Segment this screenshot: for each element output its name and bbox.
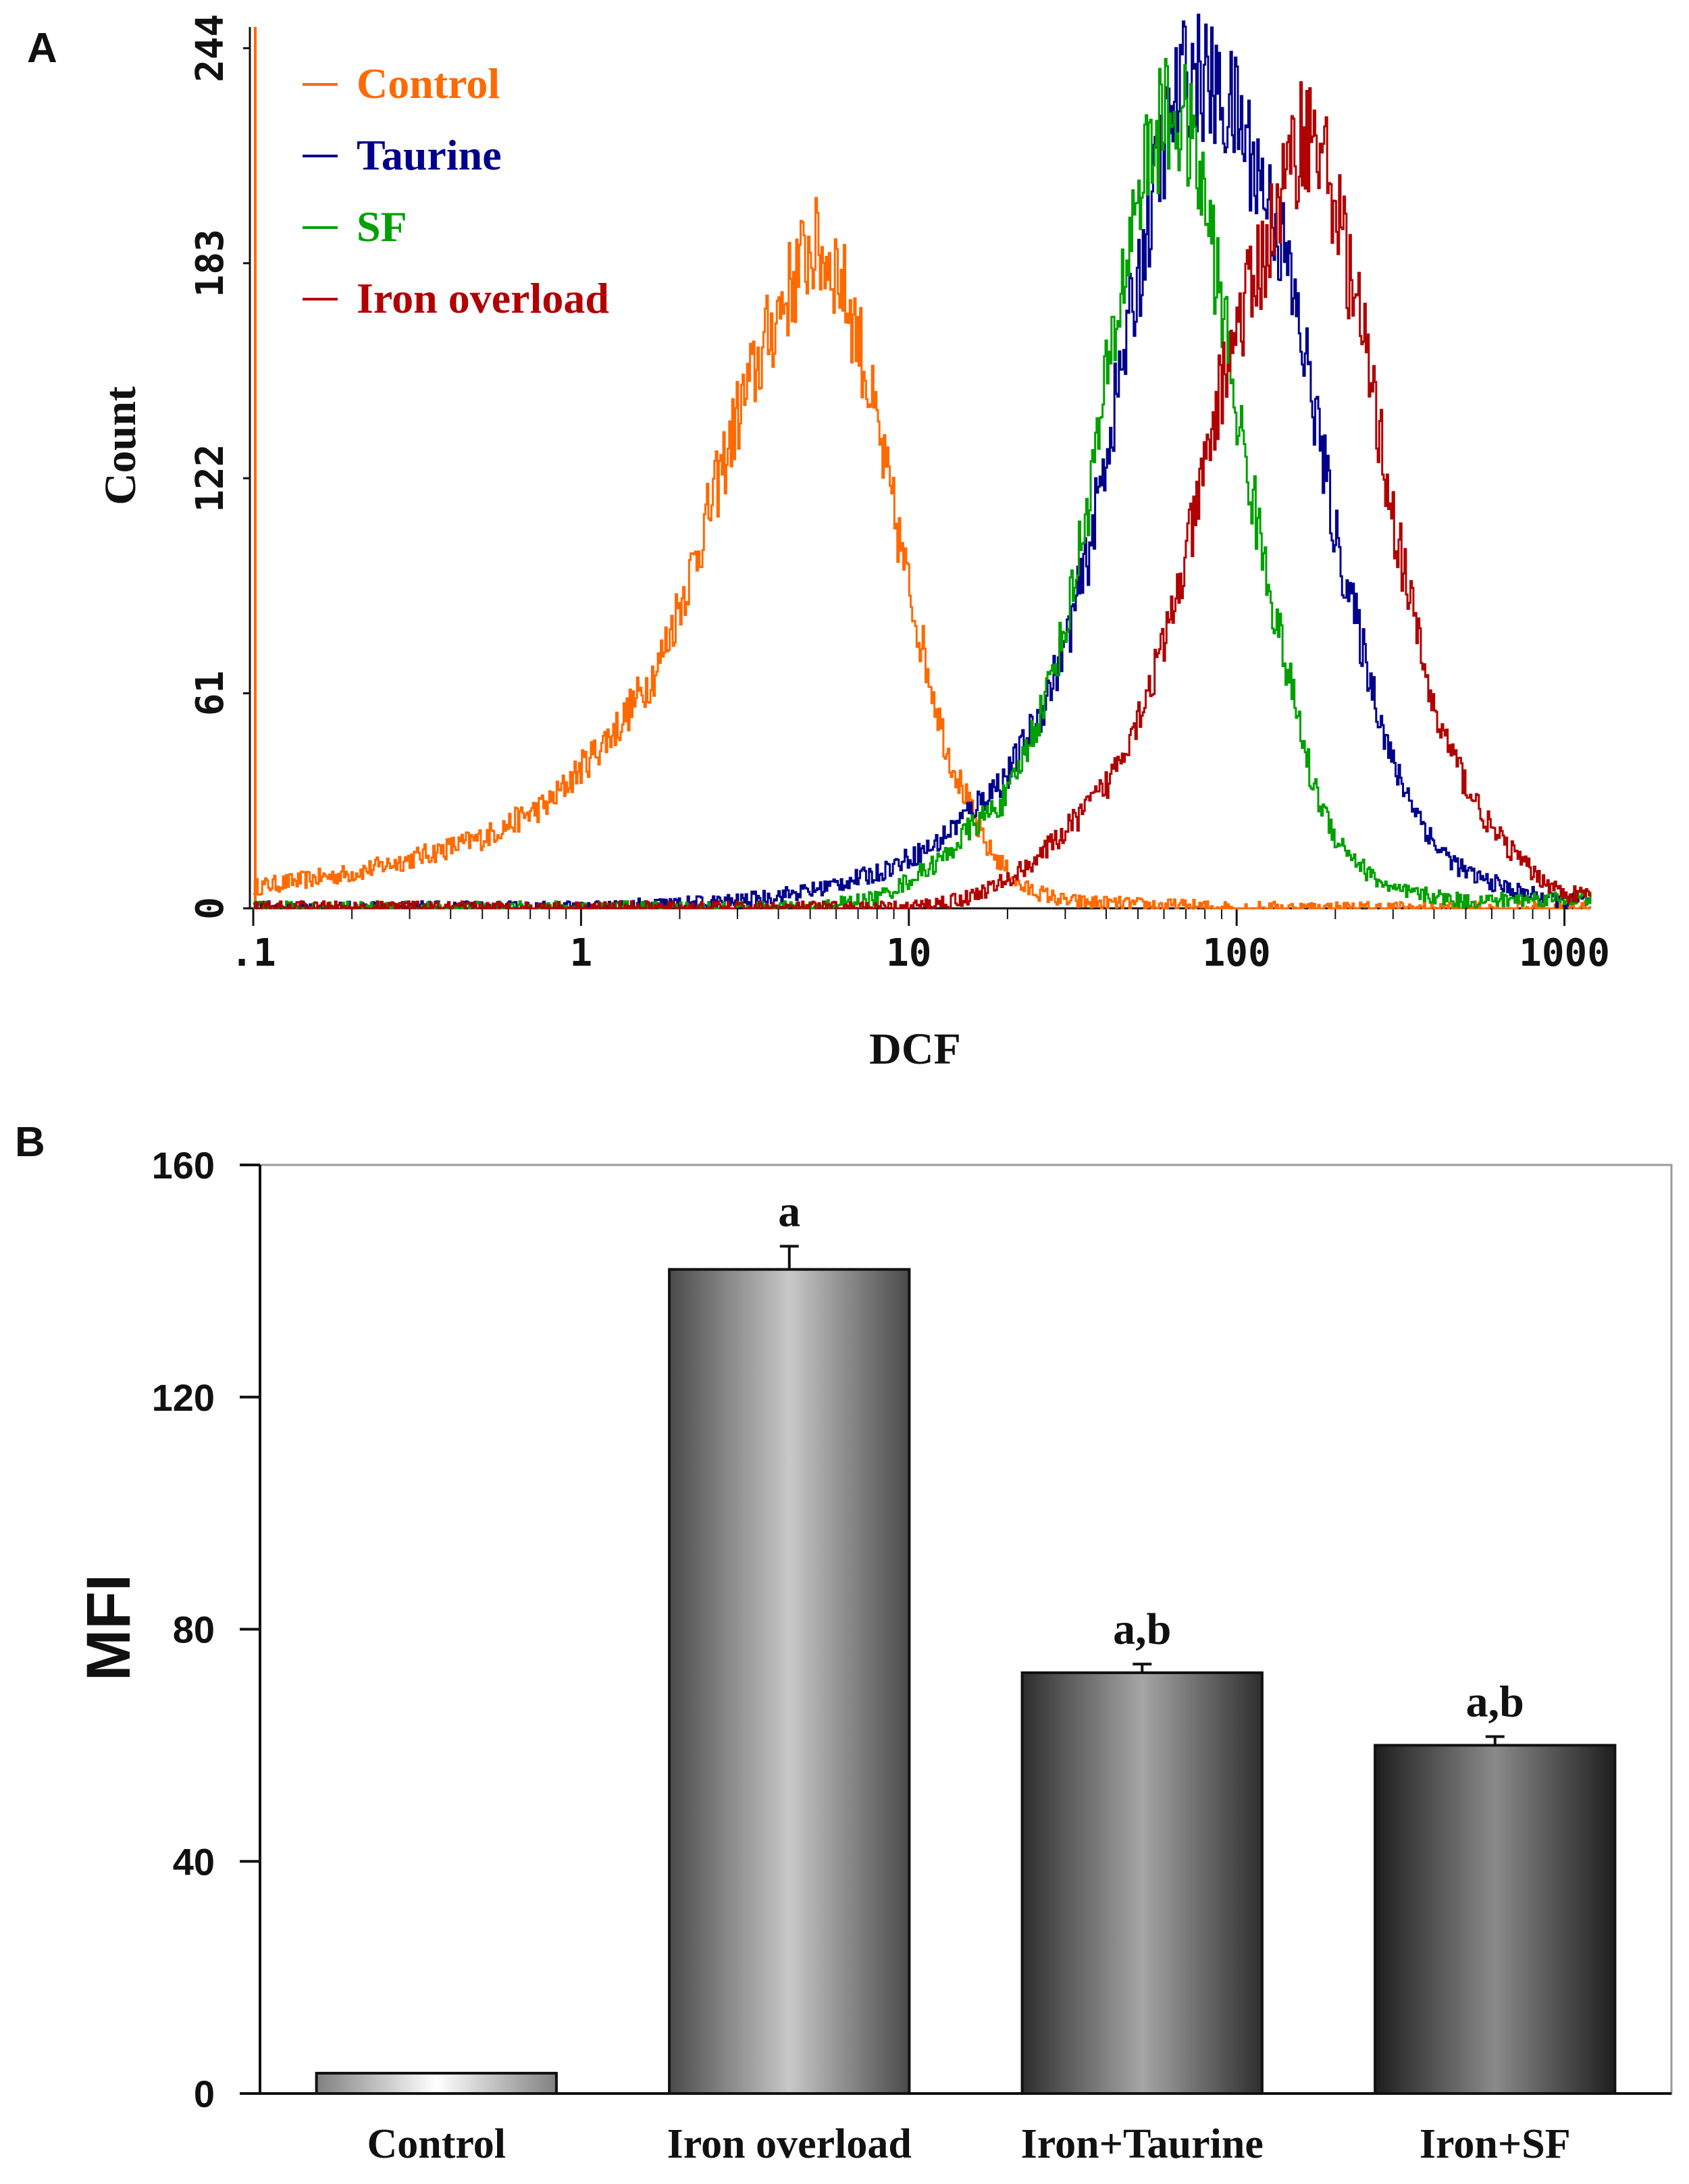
panel-a-y-ticks: 0 61 122 183 244 <box>188 14 250 920</box>
panel-b-y-tick-label: 40 <box>173 1840 215 1883</box>
bar-control <box>315 2071 558 2095</box>
bar-iron-overload <box>668 1268 911 2095</box>
panel-a-series <box>253 14 1592 910</box>
panel-a-x-tick-label: 1 <box>570 931 593 975</box>
category-label: Iron overload <box>667 2121 912 2167</box>
panel-b-y-axis-label: MFI <box>74 1574 143 1681</box>
panel-a-y-tick-label: 0 <box>188 897 232 920</box>
panel-b-y-tick-label: 160 <box>152 1144 215 1187</box>
panel-a-legend: Control Taurine SF Iron overload <box>303 59 609 322</box>
panel-b-letter: B <box>15 1119 45 1166</box>
legend-label: Control <box>357 59 500 107</box>
panel-a-x-axis-label: DCF <box>869 1024 961 1074</box>
panel-b-y-tick-label: 80 <box>173 1609 215 1651</box>
series-iron-overload-line <box>253 81 1592 910</box>
panel-b-bars: Control a Iron overload a,b Iron+Taurine a,b I… <box>315 1187 1617 2167</box>
series-control-line <box>253 197 1592 910</box>
panel-a: A .1 1 10 100 1000 0 61 122 183 244 Control Tauri… <box>27 14 1610 1074</box>
panel-a-y-axis-label: Count <box>96 386 145 505</box>
category-label: Control <box>367 2121 506 2167</box>
panel-b-y-tick-label: 120 <box>152 1376 215 1419</box>
panel-a-x-tick-label: 1000 <box>1519 931 1610 975</box>
significance-label: a,b <box>1466 1677 1524 1726</box>
panel-a-x-tick-label: 10 <box>886 931 931 975</box>
panel-a-letter: A <box>27 25 57 72</box>
significance-label: a <box>778 1187 800 1236</box>
category-label: Iron+Taurine <box>1021 2121 1264 2167</box>
legend-label: Taurine <box>357 131 502 179</box>
series-sf-line <box>253 57 1592 910</box>
panel-a-x-tick-label: .1 <box>230 931 276 975</box>
legend-label: SF <box>357 203 407 251</box>
panel-b-y-ticks: 0 40 80 120 160 <box>152 1144 260 2115</box>
panel-a-x-ticks: .1 1 10 100 1000 <box>230 908 1610 975</box>
significance-label: a,b <box>1113 1605 1171 1654</box>
panel-a-y-tick-label: 122 <box>188 444 232 513</box>
panel-a-y-tick-label: 61 <box>188 671 232 716</box>
category-label: Iron+SF <box>1420 2121 1571 2167</box>
panel-b: B 0 40 80 120 160 Control a Iron overload a,b Ir… <box>15 1119 1673 2167</box>
legend-label: Iron overload <box>357 274 609 322</box>
panel-a-y-tick-label: 183 <box>188 229 232 297</box>
panel-a-y-tick-label: 244 <box>188 14 232 82</box>
bar-iron-sf <box>1374 1744 1617 2095</box>
panel-a-x-tick-label: 100 <box>1203 931 1271 975</box>
panel-b-y-tick-label: 0 <box>194 2073 215 2115</box>
bar-iron-taurine <box>1020 1671 1264 2095</box>
